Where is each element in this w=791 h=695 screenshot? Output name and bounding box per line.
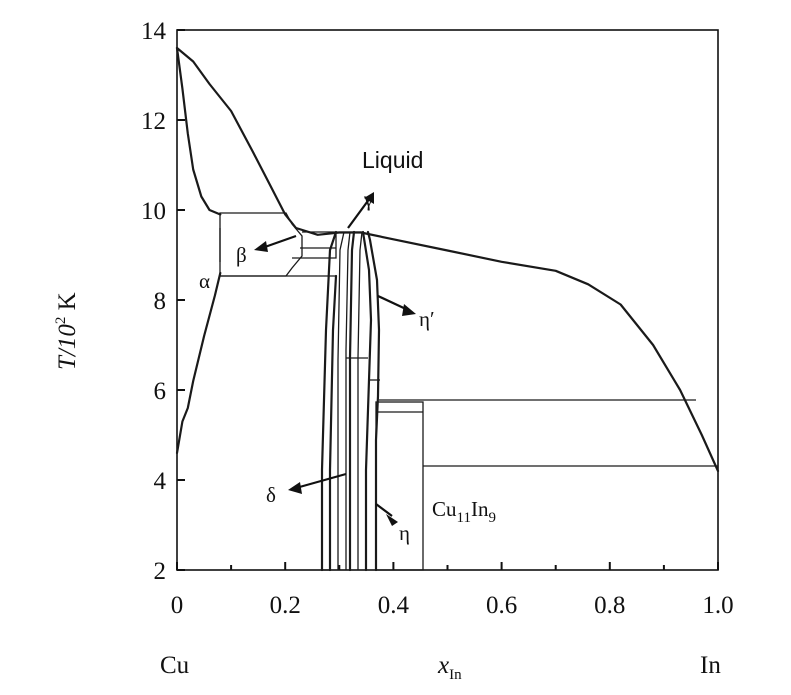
cu11in9-cu: Cu [432, 497, 457, 521]
series-2-line [175, 46, 222, 216]
gamma-arrowhead [364, 192, 374, 204]
invariant-lines [219, 212, 718, 572]
y-axis-title-main: T/10 [54, 324, 81, 370]
delta-arrowhead [288, 482, 302, 494]
eta-label: η [399, 521, 410, 545]
beta-arrow [261, 234, 297, 250]
series-1-line [175, 46, 720, 473]
column-1 [337, 231, 345, 570]
beta-label: β [236, 243, 247, 267]
eta-arrow [375, 503, 393, 517]
cu11in9-field [375, 401, 424, 571]
delta-arrow [295, 472, 347, 490]
x-axis-title-sub: In [449, 667, 462, 683]
y-tick-label: 8 [154, 288, 167, 315]
x-tick-label: 1.0 [702, 592, 733, 619]
x-end-right-label: In [700, 652, 721, 679]
y-tick-label: 14 [141, 18, 167, 45]
y-axis-title-sup: 2 [53, 317, 69, 325]
y-axis-ticks: 2 4 6 8 10 12 14 [141, 18, 185, 585]
x-tick-label: 0.8 [594, 592, 625, 619]
x-axis-title-main: x [437, 652, 449, 679]
x-axis-title: xIn [437, 652, 462, 683]
eta-left [361, 230, 373, 572]
y-tick-label: 6 [154, 378, 167, 405]
y-axis-title-unit: K [54, 292, 81, 316]
x-end-left-label: Cu [160, 652, 190, 679]
gamma-label: γ [363, 187, 373, 211]
alpha-label: α [199, 269, 210, 293]
y-axis-title: T/102 K [53, 292, 81, 370]
liquid-label: Liquid [362, 147, 423, 173]
column-4 [357, 231, 363, 570]
y-tick-label: 2 [154, 558, 167, 585]
eta-prime-arrow [377, 295, 409, 311]
y-tick-label: 12 [141, 108, 166, 135]
eta-arrowhead [386, 514, 398, 526]
beta-arrowhead [254, 241, 268, 252]
gamma-arrow [347, 197, 371, 229]
phase-boundaries [175, 46, 720, 473]
eta-prime-arrowhead [402, 304, 416, 316]
gamma-field [292, 231, 337, 259]
y-tick-label: 4 [154, 468, 167, 495]
delta-right [328, 274, 338, 572]
x-tick-label: 0 [171, 592, 184, 619]
y-tick-label: 10 [141, 198, 166, 225]
eta-prime-label: η′ [419, 307, 435, 331]
cu11in9-sub1: 11 [457, 510, 471, 526]
series-3-line [175, 271, 222, 455]
plot-frame [176, 29, 719, 571]
x-tick-label: 0.2 [270, 592, 301, 619]
cu11in9-label: Cu11In9 [432, 497, 496, 526]
cu11in9-in: In [471, 497, 489, 521]
cu11in9-sub2: 9 [488, 510, 496, 526]
annotation-arrows [254, 192, 416, 526]
x-axis-ticks: 0 0.2 0.4 0.6 0.8 1.0 [171, 562, 734, 619]
delta-label: δ [266, 483, 276, 507]
x-tick-label: 0.4 [378, 592, 410, 619]
column-2 [345, 231, 351, 570]
beta-field-boundary [219, 212, 303, 277]
x-tick-label: 0.6 [486, 592, 517, 619]
delta-left [320, 230, 338, 572]
column-3 [348, 230, 356, 572]
